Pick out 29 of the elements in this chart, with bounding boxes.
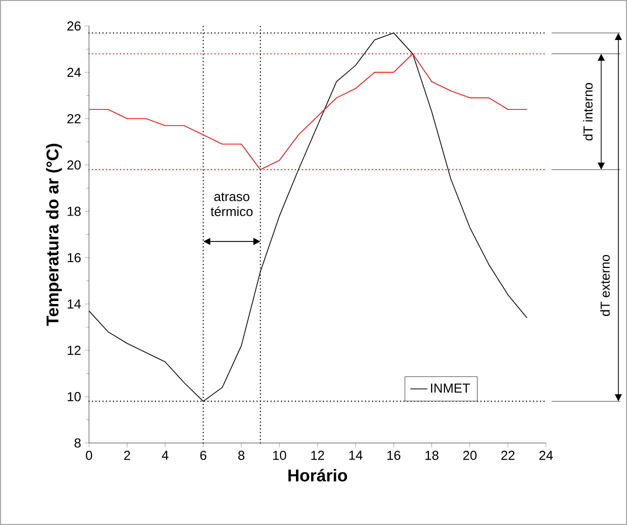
text: dT interno [583,83,593,140]
x-tick-label: 12 [311,450,324,460]
y-tick-label: 24 [67,68,81,77]
y-tick-label: 20 [67,160,81,170]
x-tick-label: 8 [238,450,244,460]
x-axis-title: Horário [288,468,348,482]
x-tick-label: 14 [349,450,362,460]
x-tick-label: 20 [463,450,477,460]
legend-label: INMET [431,384,470,393]
x-tick-label: 22 [501,450,514,460]
y-tick-label: 8 [74,438,81,448]
x-tick-label: 18 [426,450,438,460]
annotation: atraso térmico [210,192,253,216]
y-tick-label: 18 [68,206,81,216]
x-tick-label: 24 [539,450,553,460]
y-tick-label: 26 [67,21,81,31]
x-tick-label: 6 [200,450,206,460]
x-tick-label: 16 [387,450,400,460]
y-tick-label: 16 [68,253,81,262]
x-tick-label: 4 [162,450,168,460]
y-axis-title: Temperatura do ar (°C) [46,144,62,326]
text: dT externo [600,254,610,316]
y-tick-label: 12 [68,346,81,355]
x-tick-label: 2 [124,450,130,460]
x-tick-label: 0 [86,450,92,460]
y-tick-label: 14 [68,300,81,308]
x-tick-label: 10 [273,450,286,460]
y-tick-label: 10 [68,392,81,402]
y-tick-label: 22 [67,114,81,124]
